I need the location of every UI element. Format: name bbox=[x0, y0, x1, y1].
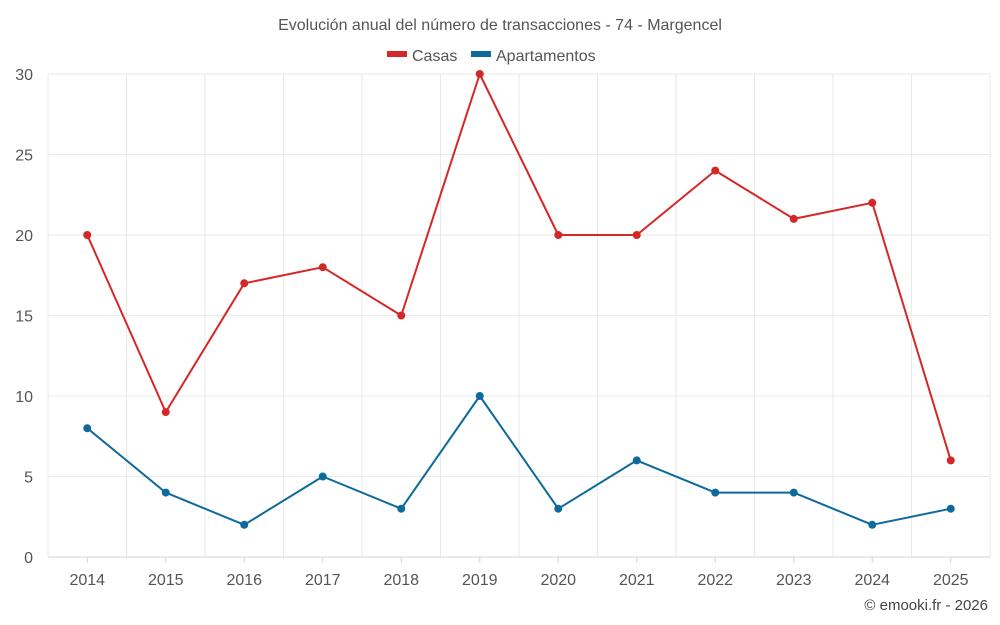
legend-label-apartamentos[interactable]: Apartamentos bbox=[496, 48, 596, 65]
x-tick-label: 2023 bbox=[776, 572, 812, 589]
data-point-apartamentos[interactable] bbox=[240, 520, 249, 529]
data-point-apartamentos[interactable] bbox=[946, 504, 955, 513]
series-line-apartamentos bbox=[86, 395, 951, 526]
legend: Casas Apartamentos bbox=[387, 48, 596, 65]
y-tick-label: 15 bbox=[15, 309, 33, 326]
series bbox=[83, 70, 955, 529]
data-point-apartamentos[interactable] bbox=[161, 488, 170, 497]
y-tick-label: 0 bbox=[24, 550, 33, 567]
data-point-apartamentos[interactable] bbox=[711, 488, 720, 497]
data-point-apartamentos[interactable] bbox=[397, 504, 406, 513]
x-tick-label: 2015 bbox=[148, 572, 184, 589]
x-tick-label: 2020 bbox=[540, 572, 576, 589]
legend-swatch-apartamentos[interactable] bbox=[471, 51, 491, 57]
data-point-casas[interactable] bbox=[83, 231, 92, 239]
data-point-apartamentos[interactable] bbox=[318, 472, 327, 481]
y-tick-label: 10 bbox=[15, 389, 33, 406]
data-point-casas[interactable] bbox=[632, 231, 641, 239]
data-point-casas[interactable] bbox=[789, 214, 798, 223]
x-tick-label: 2017 bbox=[305, 572, 341, 589]
y-tick-label: 30 bbox=[15, 67, 33, 84]
data-point-apartamentos[interactable] bbox=[475, 392, 484, 400]
data-point-casas[interactable] bbox=[475, 70, 484, 78]
data-point-casas[interactable] bbox=[711, 166, 720, 175]
x-tick-label: 2022 bbox=[697, 572, 733, 589]
data-point-casas[interactable] bbox=[161, 408, 170, 417]
data-point-apartamentos[interactable] bbox=[789, 488, 798, 497]
x-tick-label: 2025 bbox=[933, 572, 969, 589]
x-tick-label: 2024 bbox=[854, 572, 890, 589]
data-point-casas[interactable] bbox=[318, 263, 327, 272]
x-tick-label: 2014 bbox=[69, 572, 105, 589]
x-tick-label: 2019 bbox=[462, 572, 498, 589]
data-point-casas[interactable] bbox=[554, 231, 563, 239]
data-point-apartamentos[interactable] bbox=[554, 504, 563, 513]
chart-title: Evolución anual del número de transaccio… bbox=[278, 17, 722, 34]
credit-text: © emooki.fr - 2026 bbox=[864, 597, 988, 614]
data-point-casas[interactable] bbox=[946, 456, 955, 465]
y-tick-label: 25 bbox=[15, 148, 33, 165]
data-point-casas[interactable] bbox=[240, 279, 249, 288]
legend-label-casas[interactable]: Casas bbox=[412, 48, 457, 65]
grid bbox=[47, 73, 991, 558]
x-tick-label: 2018 bbox=[383, 572, 419, 589]
x-tick-label: 2021 bbox=[619, 572, 655, 589]
legend-swatch-casas[interactable] bbox=[387, 51, 407, 57]
data-point-casas[interactable] bbox=[868, 198, 877, 207]
y-tick-label: 20 bbox=[15, 228, 33, 245]
y-tick-label: 5 bbox=[24, 470, 33, 487]
data-point-apartamentos[interactable] bbox=[868, 520, 877, 529]
x-tick-label: 2016 bbox=[226, 572, 262, 589]
data-point-casas[interactable] bbox=[397, 311, 406, 320]
data-point-apartamentos[interactable] bbox=[83, 424, 92, 433]
data-point-apartamentos[interactable] bbox=[632, 456, 641, 465]
series-line-casas bbox=[86, 73, 952, 461]
